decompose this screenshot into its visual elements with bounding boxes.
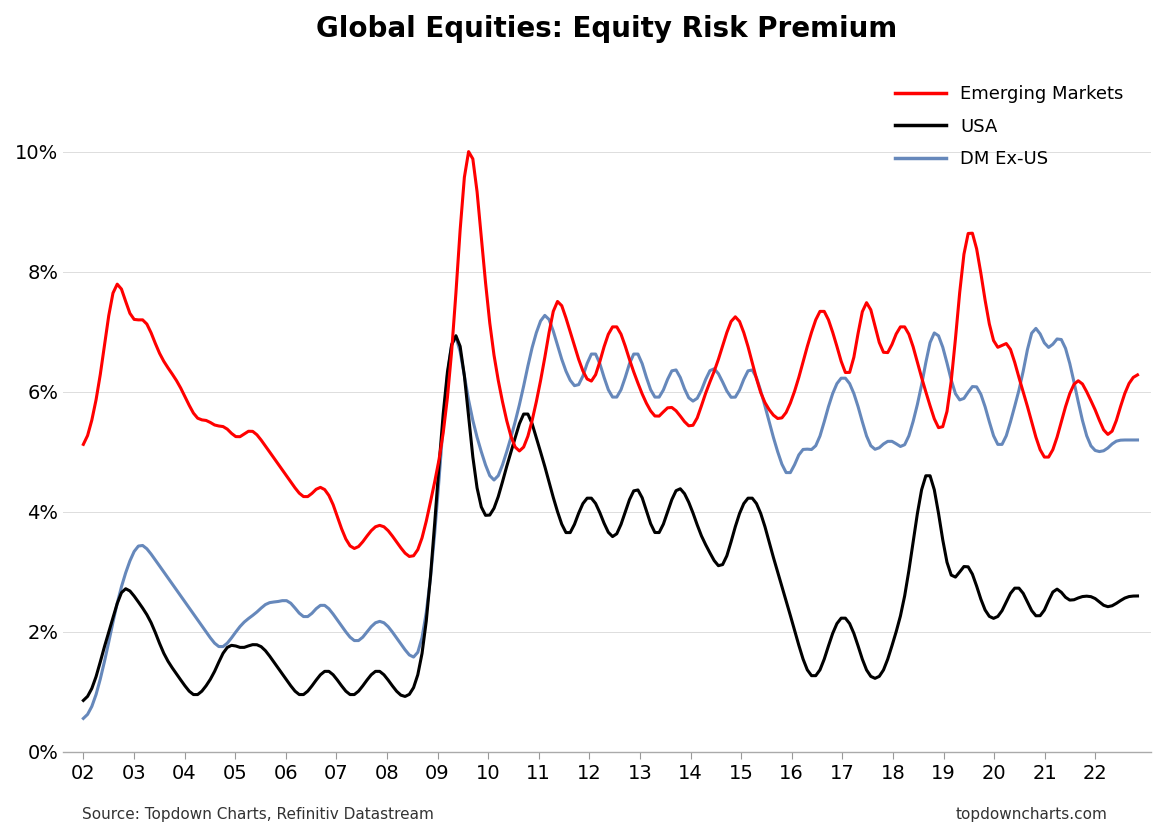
Legend: Emerging Markets, USA, DM Ex-US: Emerging Markets, USA, DM Ex-US bbox=[888, 78, 1131, 175]
Text: Source: Topdown Charts, Refinitiv Datastream: Source: Topdown Charts, Refinitiv Datast… bbox=[82, 807, 434, 822]
Title: Global Equities: Equity Risk Premium: Global Equities: Equity Risk Premium bbox=[316, 15, 898, 43]
Text: topdowncharts.com: topdowncharts.com bbox=[956, 807, 1108, 822]
